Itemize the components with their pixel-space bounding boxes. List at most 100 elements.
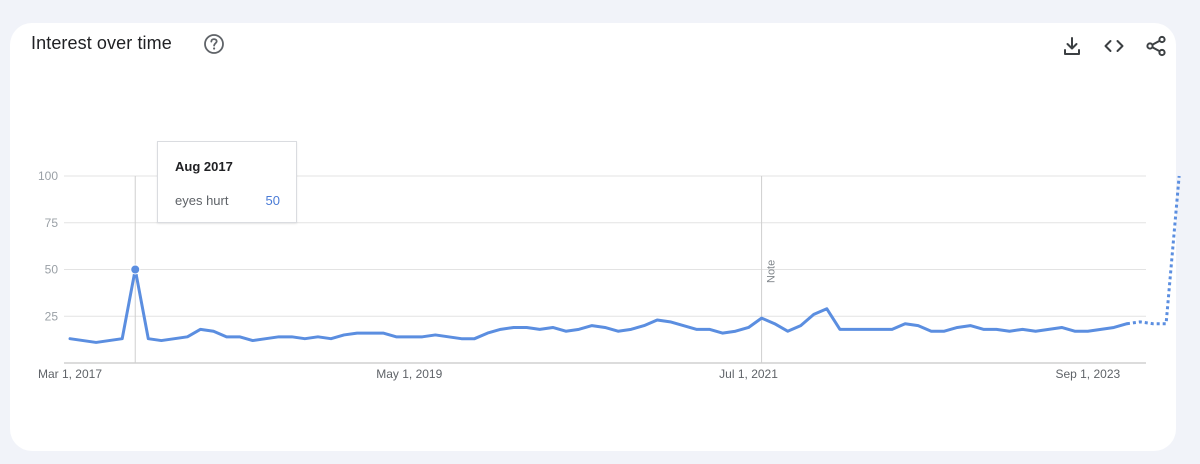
- highlight-point: [130, 264, 141, 275]
- interest-over-time-card: [10, 23, 1176, 451]
- data-point: [1152, 322, 1155, 325]
- x-tick-label: May 1, 2019: [376, 367, 442, 381]
- data-point: [486, 332, 489, 335]
- data-point: [643, 324, 646, 327]
- data-point: [630, 328, 633, 331]
- data-point: [82, 339, 85, 342]
- data-point: [930, 330, 933, 333]
- download-icon[interactable]: [1060, 34, 1084, 58]
- data-point: [617, 330, 620, 333]
- data-point: [695, 328, 698, 331]
- data-point: [95, 341, 98, 344]
- data-point: [512, 326, 515, 329]
- data-point: [838, 328, 841, 331]
- data-point: [577, 328, 580, 331]
- data-point: [173, 337, 176, 340]
- data-point: [329, 337, 332, 340]
- data-point: [943, 330, 946, 333]
- data-point: [408, 335, 411, 338]
- chart-actions: [1060, 34, 1168, 58]
- data-point: [721, 332, 724, 335]
- share-icon[interactable]: [1144, 34, 1168, 58]
- data-point: [69, 337, 72, 340]
- data-point: [264, 337, 267, 340]
- series-line-eyes-hurt: [68, 268, 1129, 344]
- y-tick-label: 100: [38, 169, 58, 183]
- tooltip-term: eyes hurt: [175, 193, 229, 208]
- data-point: [316, 335, 319, 338]
- data-point: [786, 330, 789, 333]
- data-point: [1021, 328, 1024, 331]
- data-point: [186, 335, 189, 338]
- data-point: [851, 328, 854, 331]
- data-point: [904, 322, 907, 325]
- data-point: [434, 333, 437, 336]
- data-point: [1008, 330, 1011, 333]
- data-point: [682, 324, 685, 327]
- chart-title: Interest over time: [31, 33, 172, 53]
- data-point: [343, 333, 346, 336]
- note-label: Note: [766, 260, 778, 283]
- help-circle-icon[interactable]: [203, 33, 225, 55]
- y-tick-label: 75: [45, 216, 59, 230]
- data-point: [1099, 328, 1102, 331]
- data-point: [734, 330, 737, 333]
- data-point: [1165, 322, 1168, 325]
- data-point: [303, 337, 306, 340]
- data-point: [499, 328, 502, 331]
- data-point: [747, 326, 750, 329]
- data-point: [1125, 322, 1128, 325]
- data-point: [108, 339, 111, 342]
- y-tick-label: 50: [45, 263, 59, 277]
- data-point: [277, 335, 280, 338]
- data-point: [147, 337, 150, 340]
- data-point: [382, 332, 385, 335]
- data-point: [551, 326, 554, 329]
- x-tick-label: Sep 1, 2023: [1055, 367, 1120, 381]
- data-point: [421, 335, 424, 338]
- tooltip-date: Aug 2017: [175, 159, 233, 174]
- data-point: [969, 324, 972, 327]
- y-tick-label: 25: [45, 309, 59, 323]
- data-point: [1178, 175, 1181, 178]
- tooltip-value: 50: [265, 193, 280, 208]
- data-point: [590, 324, 593, 327]
- data-point: [473, 337, 476, 340]
- data-point: [891, 328, 894, 331]
- data-point: [121, 337, 124, 340]
- data-point: [995, 328, 998, 331]
- data-point: [669, 320, 672, 323]
- data-point: [251, 339, 254, 342]
- data-point: [825, 307, 828, 310]
- data-point: [864, 328, 867, 331]
- data-point: [656, 318, 659, 321]
- data-point: [773, 322, 776, 325]
- data-point: [799, 324, 802, 327]
- data-point: [199, 328, 202, 331]
- data-point: [564, 330, 567, 333]
- data-point: [956, 326, 959, 329]
- data-point: [812, 313, 815, 316]
- data-point: [538, 328, 541, 331]
- data-point: [356, 332, 359, 335]
- data-point: [225, 335, 228, 338]
- hover-tooltip: Aug 2017 eyes hurt 50: [157, 141, 297, 223]
- data-point: [1047, 328, 1050, 331]
- data-point: [460, 337, 463, 340]
- data-point: [982, 328, 985, 331]
- data-point: [1034, 330, 1037, 333]
- data-point: [1086, 330, 1089, 333]
- data-point: [1060, 326, 1063, 329]
- data-point: [1073, 330, 1076, 333]
- data-point: [708, 328, 711, 331]
- data-point: [760, 317, 763, 320]
- data-point: [290, 335, 293, 338]
- data-point: [447, 335, 450, 338]
- data-point: [238, 335, 241, 338]
- data-point: [1112, 326, 1115, 329]
- data-point: [604, 326, 607, 329]
- data-point: [917, 324, 920, 327]
- data-point: [525, 326, 528, 329]
- code-icon[interactable]: [1102, 34, 1126, 58]
